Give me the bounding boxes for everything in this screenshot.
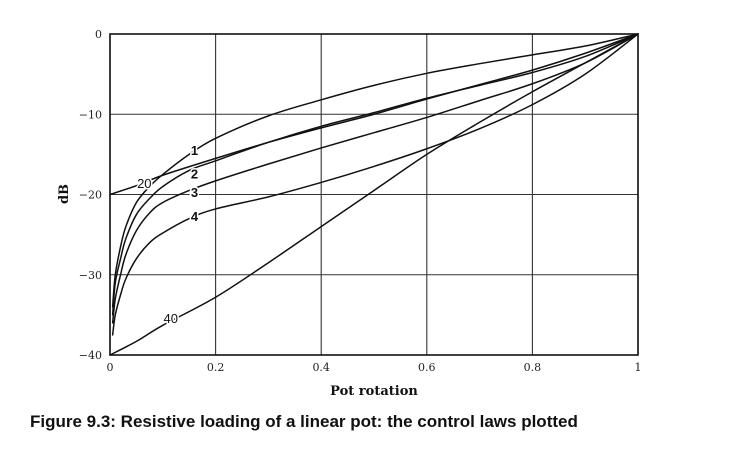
y-tick-label: −30 bbox=[79, 269, 102, 282]
curve-label-40: 40 bbox=[163, 311, 177, 326]
curve-label-20: 20 bbox=[137, 176, 151, 191]
y-axis-label: dB bbox=[57, 184, 72, 204]
figure-caption: Figure 9.3: Resistive loading of a linea… bbox=[30, 412, 578, 431]
grid-layer bbox=[109, 33, 639, 356]
series-line-40 bbox=[109, 33, 639, 356]
x-tick-label: 1 bbox=[635, 361, 642, 374]
curve-label-3: 3 bbox=[191, 185, 198, 200]
curve-label-1: 1 bbox=[191, 143, 198, 158]
x-tick-label: 0.4 bbox=[312, 361, 330, 374]
series-line-1 bbox=[111, 33, 639, 308]
series-line-3 bbox=[111, 33, 639, 324]
series-layer bbox=[109, 33, 639, 356]
series-line-2 bbox=[111, 33, 639, 316]
x-tick-label: 0 bbox=[107, 361, 114, 374]
curve-label-layer: 1 2 3 4 20 40 bbox=[136, 142, 201, 328]
series-line-20 bbox=[109, 33, 639, 196]
y-tick-label: −10 bbox=[79, 108, 102, 121]
curve-label-4: 4 bbox=[191, 209, 199, 224]
x-tick-label: 0.8 bbox=[524, 361, 542, 374]
x-axis-label: Pot rotation bbox=[330, 384, 418, 399]
y-tick-label: 0 bbox=[95, 28, 102, 41]
y-tick-label: −40 bbox=[79, 349, 102, 362]
x-tick-label: 0.6 bbox=[418, 361, 436, 374]
y-tick-label: −20 bbox=[79, 189, 102, 202]
curve-label-2: 2 bbox=[191, 166, 198, 181]
x-tick-label: 0.2 bbox=[207, 361, 225, 374]
series-line-4 bbox=[111, 33, 639, 336]
